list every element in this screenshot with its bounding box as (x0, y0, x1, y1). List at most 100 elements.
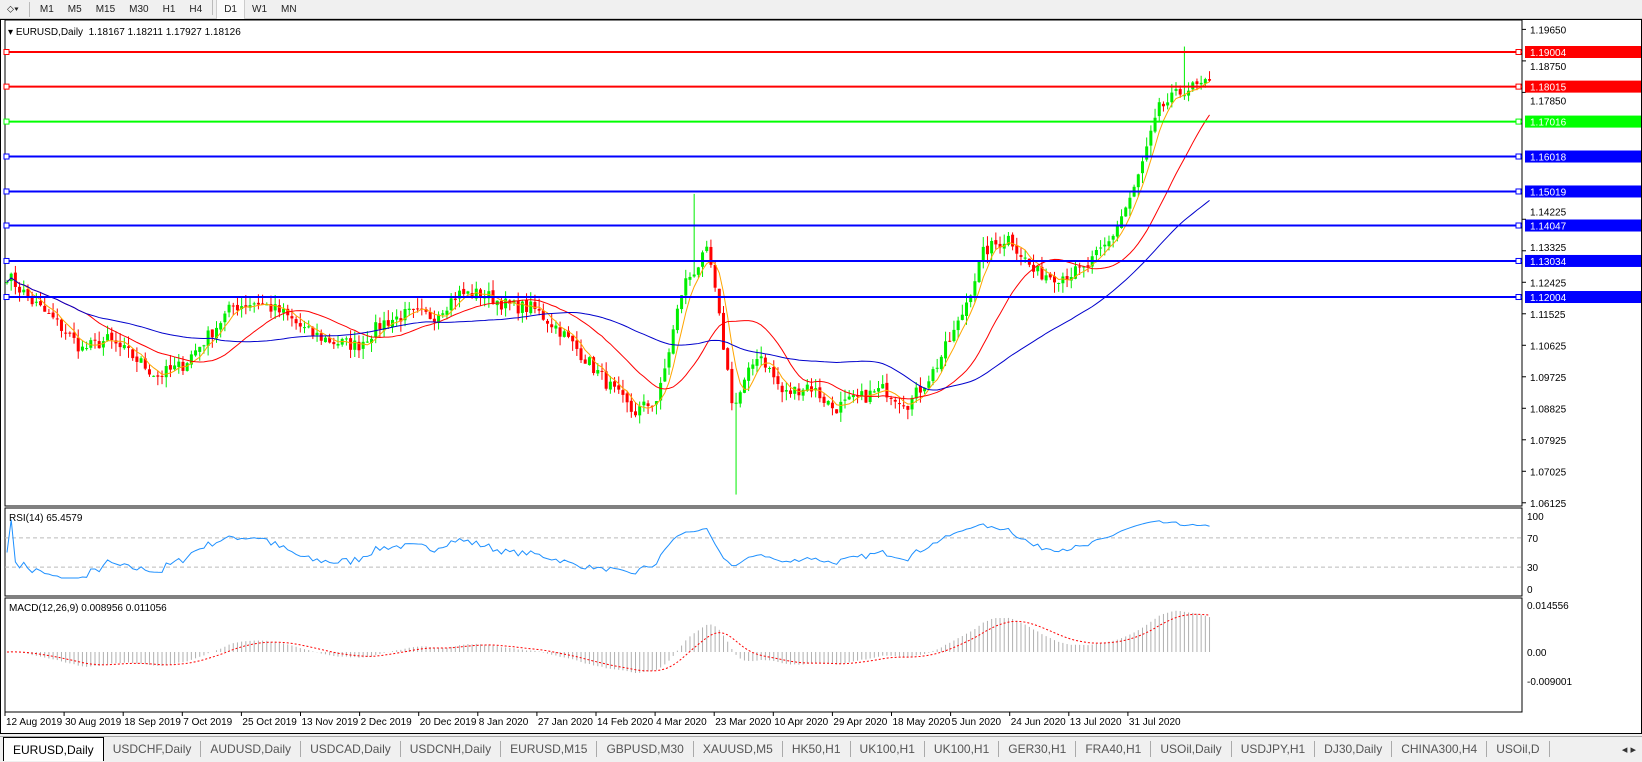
chart-tab[interactable]: CHINA300,H4 (1392, 741, 1488, 757)
bear-candle (411, 308, 415, 310)
chart-tab[interactable]: GER30,H1 (999, 741, 1077, 757)
bull-candle (164, 366, 168, 378)
drawing-tools-icon[interactable]: ⬦▾ (7, 3, 19, 15)
bear-candle (541, 310, 545, 320)
chart-tab[interactable]: USOil,D (1487, 741, 1550, 757)
line-handle (1515, 257, 1522, 264)
bear-candle (499, 300, 503, 310)
date-axis-label: 31 Jul 2020 (1129, 717, 1181, 728)
chart-tab[interactable]: HK50,H1 (783, 741, 851, 757)
bear-candle (294, 319, 298, 324)
bear-candle (1040, 266, 1044, 280)
bull-candle (1061, 276, 1065, 284)
bull-candle (1107, 241, 1111, 247)
bear-candle (1208, 79, 1212, 81)
bull-candle (1174, 89, 1178, 91)
line-handle (1515, 188, 1522, 195)
chart-tab[interactable]: FRA40,H1 (1076, 741, 1152, 757)
bear-candle (357, 341, 361, 351)
date-axis-label: 7 Oct 2019 (183, 717, 232, 728)
bear-candle (583, 359, 587, 364)
date-axis-label: 13 Nov 2019 (302, 717, 359, 728)
chart-canvas[interactable]: 1.19650 1.18750 1.17850 1.14225 1.13325 1.124… (0, 0, 1642, 736)
line-handle (1515, 294, 1522, 301)
date-axis-label: 14 Feb 2020 (597, 717, 654, 728)
bear-candle (432, 318, 436, 322)
bear-candle (143, 358, 147, 369)
chart-tab[interactable]: UK100,H1 (851, 741, 925, 757)
bear-candle (93, 339, 97, 341)
bull-candle (751, 364, 755, 369)
chart-window[interactable] (0, 19, 1642, 734)
bull-candle (458, 290, 462, 299)
bull-candle (1099, 247, 1103, 249)
bull-candle (1120, 216, 1124, 228)
date-axis-label: 29 Apr 2020 (833, 717, 887, 728)
bull-candle (1115, 226, 1119, 237)
chart-tab[interactable]: USDCNH,Daily (401, 741, 502, 757)
chart-tab[interactable]: USOil,Daily (1151, 741, 1232, 757)
chart-tab[interactable]: DJ30,Daily (1315, 741, 1393, 757)
timeframe-m1[interactable]: M1 (39, 3, 54, 15)
timeframe-mn[interactable]: MN (281, 3, 297, 15)
bull-candle (931, 369, 935, 382)
chart-tab[interactable]: EURUSD,Daily (3, 737, 104, 761)
symbol-title: EURUSD,Daily (15, 27, 84, 38)
chart-tab[interactable]: USDCHF,Daily (104, 741, 202, 757)
bull-candle (768, 367, 772, 369)
bull-candle (407, 308, 411, 311)
chart-tab[interactable]: GBPUSD,M30 (597, 741, 694, 757)
bull-candle (370, 338, 374, 343)
bull-candle (675, 308, 679, 331)
bull-candle (1153, 117, 1157, 132)
timeframe-w1[interactable]: W1 (252, 3, 267, 15)
bull-candle (1136, 174, 1140, 188)
bear-candle (114, 340, 118, 344)
bear-candle (713, 265, 717, 288)
chart-tab[interactable]: UK100,H1 (925, 741, 1000, 757)
bear-candle (835, 409, 839, 414)
bear-candle (39, 301, 43, 306)
bear-candle (261, 303, 265, 305)
bear-candle (780, 385, 784, 393)
bull-candle (353, 340, 357, 350)
timeframe-h4[interactable]: H4 (189, 3, 203, 15)
bear-candle (68, 332, 72, 334)
bull-candle (1103, 244, 1107, 247)
price-axis-label: 1.14225 (1530, 208, 1567, 219)
bear-candle (918, 385, 922, 393)
bear-candle (625, 393, 629, 403)
bear-candle (1086, 265, 1090, 267)
date-axis-label: 12 Aug 2019 (6, 717, 63, 728)
bull-candle (307, 326, 311, 328)
bull-candle (34, 301, 38, 303)
bear-candle (386, 320, 390, 326)
bear-candle (256, 302, 260, 305)
chart-tab[interactable]: EURUSD,M15 (501, 741, 598, 757)
bull-candle (80, 346, 84, 351)
chart-tab[interactable]: USDJPY,H1 (1232, 741, 1316, 757)
bear-candle (1053, 276, 1056, 283)
price-axis-label: 1.17850 (1530, 97, 1567, 108)
bear-candle (571, 335, 575, 342)
timeframe-h1[interactable]: H1 (162, 3, 176, 15)
chart-tab[interactable]: USDCAD,Daily (301, 741, 401, 757)
bull-candle (755, 359, 759, 366)
bull-candle (587, 357, 591, 366)
tab-scroll-arrows[interactable]: ◂ ▸ (1621, 743, 1636, 756)
bull-candle (977, 261, 981, 283)
bull-candle (654, 401, 658, 405)
bull-candle (173, 365, 177, 370)
bear-candle (897, 403, 901, 405)
timeframe-m5[interactable]: M5 (67, 3, 82, 15)
timeframe-d1[interactable]: D1 (216, 0, 245, 19)
bear-candle (416, 308, 420, 310)
chart-tab[interactable]: XAUUSD,M5 (694, 741, 783, 757)
bear-candle (244, 305, 248, 308)
bear-candle (470, 293, 474, 298)
bear-candle (1195, 81, 1199, 85)
chart-tab[interactable]: AUDUSD,Daily (201, 741, 302, 757)
bull-candle (981, 246, 985, 262)
timeframe-m15[interactable]: M15 (95, 3, 116, 15)
timeframe-m30[interactable]: M30 (129, 3, 149, 15)
